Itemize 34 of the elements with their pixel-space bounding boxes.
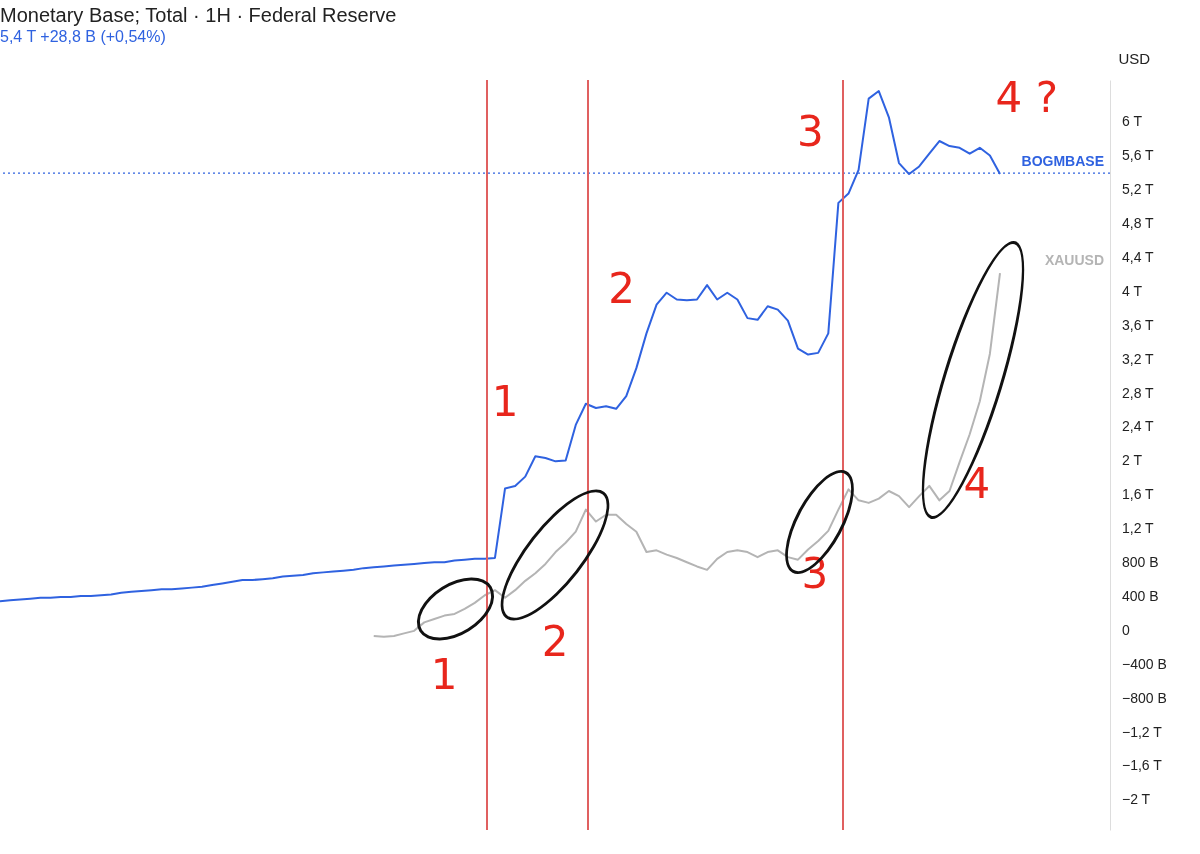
y-tick-label: −800 B [1122,689,1167,706]
y-tick-label: 800 B [1122,554,1159,571]
text: XAUUSD [1044,252,1104,269]
y-tick-label: 0 [1122,621,1130,638]
y-tick-label: 5,2 T [1122,181,1155,198]
y-tick-label: 1,2 T [1122,520,1155,537]
chart-subtitle: 5,4 T +28,8 B (+0,54%) [0,28,166,45]
y-tick-label: 4,8 T [1122,215,1155,232]
y-tick-label: 4,4 T [1122,248,1155,265]
y-tick-label: −2 T [1122,791,1151,808]
annotation: 4 ? [995,72,1058,122]
y-tick-label: 3,2 T [1122,350,1155,367]
annotation: 1 [491,376,519,426]
y-axis-title: USD [1118,49,1151,67]
y-tick-label: 1,6 T [1122,486,1155,503]
series-label: BOGMBASE [1021,153,1104,170]
annotation: 2 [541,616,569,666]
chart-title: Monetary Base; Total · 1H · Federal Reserve [0,4,397,26]
y-tick-label: −1,6 T [1122,757,1163,774]
y-tick-label: 3,6 T [1122,316,1155,333]
y-tick-label: 2,4 T [1122,418,1155,435]
y-tick-label: 4 T [1122,282,1143,299]
y-tick-label: 5,6 T [1122,147,1155,164]
annotation: 3 [801,549,829,598]
y-tick-label: −1,2 T [1122,723,1163,740]
y-tick-label: 2 T [1122,452,1143,469]
annotation: 3 [796,106,824,156]
y-tick-label: 6 T [1122,113,1143,130]
annotation: 1 [430,650,458,700]
annotation: 2 [608,264,635,313]
y-tick-label: 2,8 T [1122,384,1155,401]
y-tick-label: 400 B [1122,587,1159,604]
y-tick-label: −400 B [1122,655,1167,672]
annotation: 4 [963,459,991,508]
